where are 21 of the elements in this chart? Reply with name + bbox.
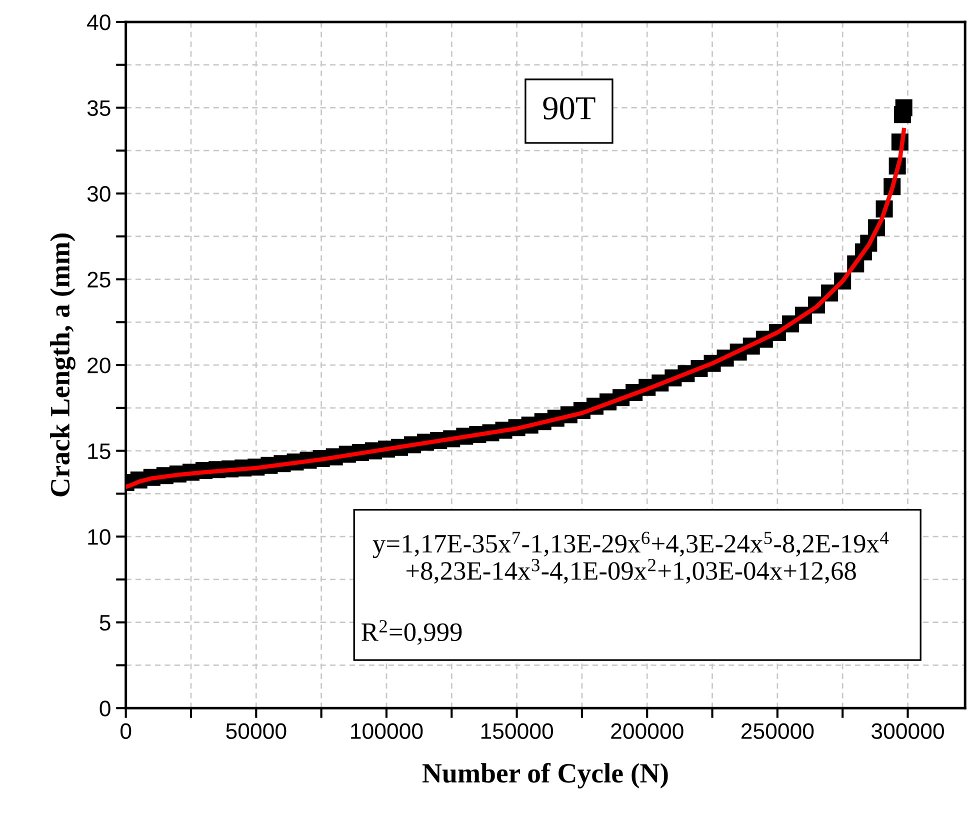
x-tick-label: 0 [120, 723, 132, 740]
y-tick-label: 25 [88, 272, 110, 288]
x-tick-label: 200000 [611, 723, 684, 740]
annotation: 90T [543, 97, 596, 120]
y-tick-label: 15 [88, 444, 110, 460]
y-tick-label: 0 [100, 700, 110, 716]
x-tick-label: 300000 [872, 723, 944, 740]
x-tick-label: 250000 [741, 723, 814, 740]
y-tick-label: 35 [87, 100, 110, 116]
x-tick-label: 100000 [351, 723, 423, 740]
x-tick-label: 50000 [226, 723, 286, 740]
y-tick-label: 5 [100, 615, 110, 631]
x-axis-title: Number of Cycle (N) [422, 762, 668, 788]
y-tick-label: 40 [87, 14, 110, 30]
y-tick-label: 30 [87, 186, 110, 202]
text: y=1,17E-35x$^{7}$-1,13E-29x$^{6}$+4,3E-24x$^{5}$-8,2E-19x$^{4}$ +8,23E-14x$^{3}$-4,1E-09x$^{2}$+1,03E-04x+12,68 [372, 532, 889, 584]
x-tick-label: 150000 [481, 723, 554, 740]
y-axis-title: Crack Length, a (mm) [50, 234, 76, 496]
y-tick-label: 20 [88, 358, 110, 374]
annotation: R$^{2}$=0,999 [362, 620, 462, 645]
y-tick-label: 10 [88, 529, 110, 545]
